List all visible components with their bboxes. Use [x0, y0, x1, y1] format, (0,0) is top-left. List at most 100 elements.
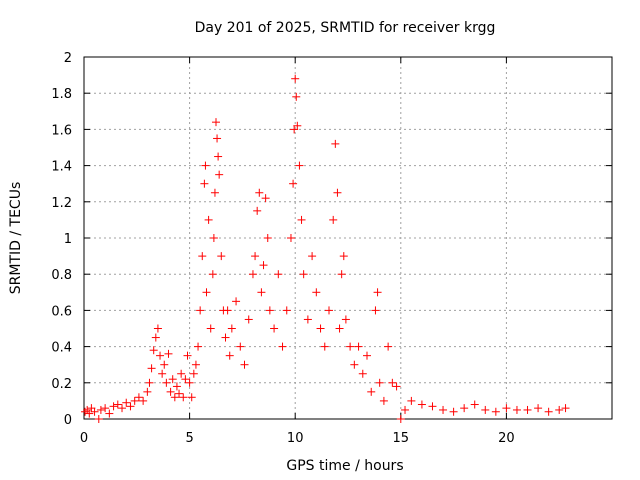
data-point [149, 346, 158, 355]
data-point [240, 360, 249, 369]
data-point [198, 252, 207, 261]
data-point [158, 369, 167, 378]
data-point [253, 206, 262, 215]
data-point [181, 375, 190, 384]
data-point [491, 407, 500, 416]
x-axis-label: GPS time / hours [286, 458, 403, 474]
data-point [87, 404, 96, 413]
data-point [251, 252, 260, 261]
data-point [341, 315, 350, 324]
y-tick-label: 1.8 [51, 87, 72, 102]
data-point [335, 324, 344, 333]
data-point [286, 234, 295, 242]
x-tick-label: 5 [185, 431, 193, 446]
y-tick-label: 1.4 [51, 160, 72, 175]
data-point [555, 405, 564, 414]
data-point [255, 188, 264, 197]
data-point [147, 364, 156, 373]
data-point [320, 342, 329, 351]
data-point [177, 369, 186, 378]
data-point [289, 179, 298, 188]
data-point [544, 407, 553, 416]
data-point [118, 404, 127, 413]
data-point [85, 409, 94, 418]
data-point [299, 270, 308, 279]
data-point [292, 92, 301, 101]
data-point [101, 404, 110, 413]
data-point [481, 405, 490, 414]
data-point [379, 396, 388, 405]
data-point [187, 393, 196, 402]
data-point [329, 215, 338, 224]
data-point [109, 402, 118, 411]
grid [84, 57, 612, 419]
data-point [202, 288, 211, 297]
data-point [470, 400, 479, 409]
chart-title: Day 201 of 2025, SRMTID for receiver krg… [195, 20, 496, 36]
y-tick-label: 1.6 [51, 123, 72, 138]
data-point [223, 306, 232, 315]
data-point [212, 118, 220, 127]
data-point [278, 342, 287, 351]
data-point [94, 415, 103, 423]
x-tick-label: 20 [498, 431, 515, 446]
data-point [316, 324, 325, 333]
y-tick-label: 0.6 [51, 304, 72, 319]
data-point [194, 342, 203, 351]
data-point [244, 315, 253, 324]
data-point [561, 404, 570, 413]
data-point [331, 139, 340, 148]
data-point [179, 393, 188, 402]
data-point [358, 369, 367, 378]
data-point [396, 415, 405, 423]
data-point [417, 400, 426, 409]
data-point [428, 402, 437, 411]
data-point [388, 378, 397, 387]
data-point [209, 234, 218, 242]
y-tick-label: 0.8 [51, 268, 72, 283]
data-point [354, 342, 363, 351]
data-point [392, 382, 401, 391]
data-point [139, 396, 148, 405]
data-point [225, 351, 234, 360]
data-point [206, 324, 215, 333]
y-tick-labels: 0 0.2 0.4 0.6 0.8 1 1.2 1.4 1.6 1.8 2 [51, 51, 72, 428]
data-point [263, 234, 272, 242]
data-point [213, 134, 222, 143]
data-point [208, 270, 217, 279]
data-point [293, 121, 302, 130]
data-point [204, 215, 213, 224]
y-tick-label: 1.2 [51, 196, 72, 211]
data-point [156, 351, 165, 360]
data-point [282, 306, 291, 315]
data-point [214, 152, 223, 161]
data-point [221, 333, 230, 342]
data-point [375, 378, 384, 387]
data-point [170, 393, 179, 402]
data-point [270, 324, 279, 333]
data-point [407, 396, 416, 405]
data-point [274, 270, 283, 279]
data-point [191, 360, 200, 369]
data-point [523, 405, 532, 414]
data-point [201, 161, 210, 170]
data-point [534, 404, 543, 413]
data-point [215, 170, 224, 179]
data-point [160, 360, 169, 369]
y-tick-label: 0.2 [51, 377, 72, 392]
data-point [367, 387, 376, 396]
data-point [189, 369, 198, 378]
data-point [502, 404, 511, 413]
data-point [210, 188, 219, 197]
data-points [81, 74, 570, 423]
data-point [384, 342, 393, 351]
data-point [308, 252, 317, 261]
y-axis-label: SRMTID / TECUs [8, 182, 24, 295]
data-point [291, 74, 300, 83]
data-point [105, 409, 114, 418]
y-tick-label: 1 [64, 232, 72, 247]
data-point [401, 405, 410, 414]
y-tick-label: 0.4 [51, 341, 72, 356]
data-point [261, 194, 270, 203]
data-point [162, 378, 171, 387]
